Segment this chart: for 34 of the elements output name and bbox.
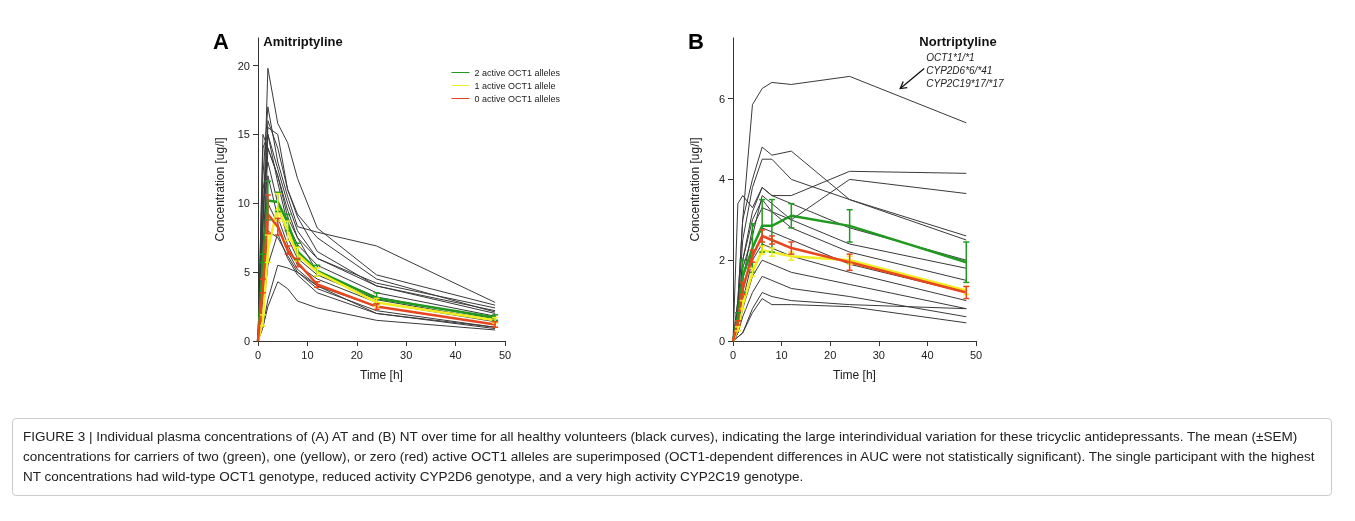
legend-label: 0 active OCT1 alleles	[474, 93, 561, 104]
y-axis-title: Concentration [ug/l]	[213, 137, 227, 242]
x-axis-title: Time [h]	[360, 368, 403, 382]
y-axis-title: Concentration [ug/l]	[688, 137, 702, 242]
x-tick-label: 0	[254, 348, 262, 361]
x-axis-title: Time [h]	[833, 368, 876, 382]
x-tick-label: 50	[969, 348, 983, 361]
x-tick-label: 20	[350, 348, 363, 361]
y-tick-label: 15	[237, 128, 250, 141]
x-tick-label: 40	[449, 348, 462, 361]
x-tick-label: 20	[824, 348, 837, 361]
x-tick-label: 30	[400, 348, 413, 361]
legend-label: 2 active OCT1 alleles	[474, 67, 561, 78]
y-tick-label: 6	[718, 92, 725, 105]
annotation: OCT1*1/*1 CYP2D6*6/*41 CYP2C19*17/*17	[926, 51, 1004, 89]
x-tick-label: 0	[729, 348, 737, 361]
x-tick-label: 30	[872, 348, 885, 361]
text: A	[213, 28, 229, 54]
y-tick-label: 4	[718, 173, 725, 186]
y-tick-label: 2	[718, 254, 725, 267]
legend-label: 1 active OCT1 allele	[474, 80, 556, 91]
caption: FIGURE 3 | Individual plasma concentrations of (A) AT and (B) NT over time for all healthy volunteers (black curves), indicating the large interindividual variation for these tricyclic antidepressants. The mean (±SEM) concentrations for carriers of two (green), one (yellow), or zero (red) active OCT1 alleles are superimposed (OCT1-dependent differences in AUC were not statistically significant). The single participant with the highest NT concentrations had wild-type OCT1 genotype, reduced activity CYP2D6 genotype, and a very high activity CYP2C19 genotype.	[23, 428, 1316, 486]
y-tick-label: 5	[243, 266, 250, 279]
x-tick-label: 40	[921, 348, 934, 361]
y-tick-label: 0	[718, 335, 725, 347]
y-tick-label: 0	[243, 335, 250, 347]
chart-title: Nortriptyline	[919, 34, 997, 49]
y-tick-label: 10	[237, 197, 250, 210]
x-tick-label: 50	[498, 348, 512, 361]
chart-title: Amitriptyline	[263, 34, 343, 49]
y-tick-label: 20	[237, 59, 250, 72]
x-tick-label: 10	[775, 348, 788, 361]
x-tick-label: 10	[301, 348, 314, 361]
text: B	[688, 28, 704, 54]
